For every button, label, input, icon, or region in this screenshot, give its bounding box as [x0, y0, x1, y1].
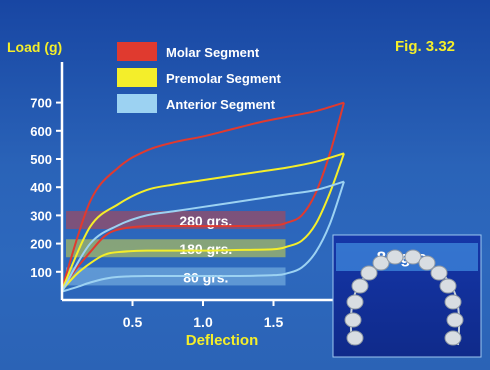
tooth-icon	[444, 294, 462, 310]
figure-label: Fig. 3.32	[395, 38, 455, 55]
band-label-molar: 280 grs.	[179, 213, 232, 229]
legend-label-anterior: Anterior Segment	[166, 97, 276, 112]
y-tick-label-300: 300	[30, 208, 52, 223]
tooth-icon	[386, 249, 404, 265]
tooth-icon	[444, 330, 462, 346]
y-tick-label-600: 600	[30, 124, 52, 139]
unloading-curve-premolar	[61, 153, 345, 291]
legend-label-molar: Molar Segment	[166, 45, 260, 60]
x-axis-title: Deflection	[186, 332, 259, 349]
x-tick-label-0.5: 0.5	[123, 314, 143, 330]
loading-curve-molar	[61, 101, 345, 290]
band-label-anterior: 80 grs.	[183, 269, 228, 285]
tooth-icon	[404, 249, 422, 265]
tooth-icon	[360, 265, 378, 281]
band-label-premolar: 180 grs.	[179, 241, 232, 257]
y-tick-label-200: 200	[30, 237, 52, 252]
tooth-icon	[346, 330, 364, 346]
x-tick-label-1.5: 1.5	[264, 314, 284, 330]
legend-swatch-anterior	[117, 94, 157, 113]
tooth-icon	[344, 312, 362, 328]
legend-swatch-premolar	[117, 68, 157, 87]
unloading-curve-molar	[61, 102, 345, 290]
tooth-icon	[372, 255, 390, 271]
loading-curve-premolar	[61, 152, 345, 291]
tooth-icon	[430, 265, 448, 281]
y-tick-label-500: 500	[30, 152, 52, 167]
tooth-icon	[439, 278, 457, 294]
y-tick-label-700: 700	[30, 96, 52, 111]
tooth-icon	[446, 312, 464, 328]
loading-curve-anterior	[61, 180, 345, 293]
y-axis-title: Load (g)	[7, 39, 62, 55]
legend-swatch-molar	[117, 42, 157, 61]
x-tick-label-1: 1.0	[193, 314, 213, 330]
tooth-icon	[351, 278, 369, 294]
tooth-icon	[418, 255, 436, 271]
tooth-icon	[346, 294, 364, 310]
unloading-curve-anterior	[61, 181, 345, 293]
y-tick-label-400: 400	[30, 180, 52, 195]
legend-label-premolar: Premolar Segment	[166, 71, 282, 86]
y-tick-label-100: 100	[30, 265, 52, 280]
